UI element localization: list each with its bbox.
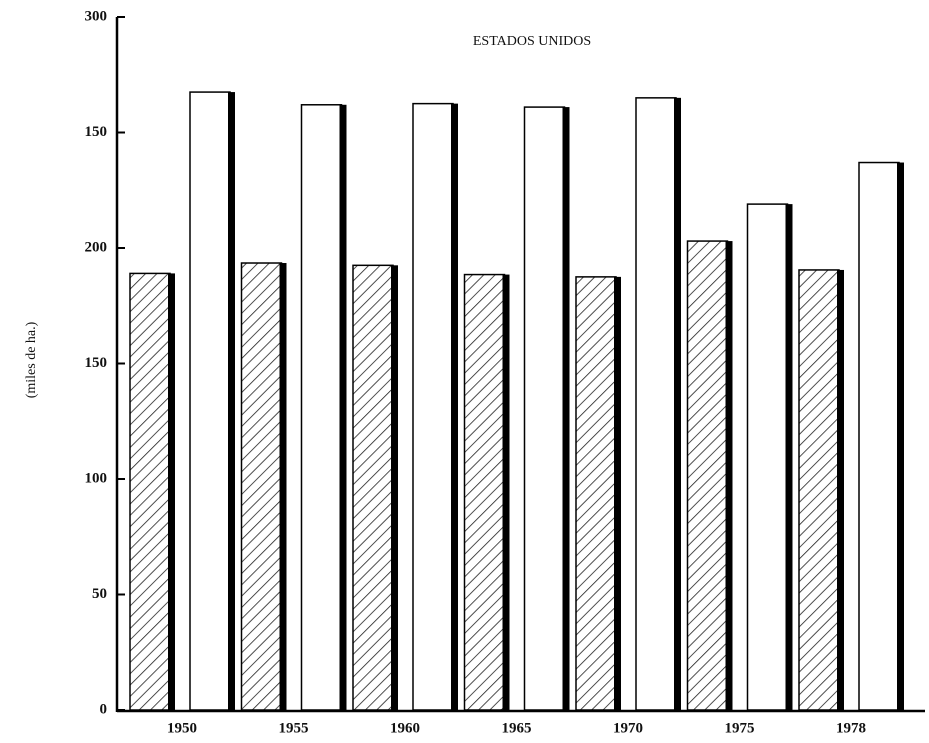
y-tick-label: 300 xyxy=(85,8,108,24)
x-tick-label: 1955 xyxy=(279,720,309,736)
bar xyxy=(412,102,454,711)
bar-shadow xyxy=(279,263,287,710)
bar-shadow xyxy=(339,104,347,710)
y-tick-label: 150 xyxy=(85,355,108,371)
bar-shadow xyxy=(674,97,681,711)
bar xyxy=(798,269,840,711)
bar xyxy=(300,104,343,711)
bar-shadow xyxy=(897,162,904,710)
bar xyxy=(858,161,900,711)
y-tick-label: 50 xyxy=(92,586,107,602)
bar xyxy=(129,272,171,711)
bar xyxy=(746,203,789,711)
bar-shadow xyxy=(562,107,570,711)
bar-shadow xyxy=(451,103,458,710)
x-tick-label: 1978 xyxy=(836,720,866,736)
bar-shadow xyxy=(502,274,510,710)
x-tick-label: 1965 xyxy=(502,720,532,736)
bar xyxy=(189,91,231,711)
bar-shadow xyxy=(785,204,793,711)
x-tick-label: 1970 xyxy=(613,720,643,736)
bar-shadow xyxy=(391,265,398,710)
y-tick-label: 0 xyxy=(100,701,108,717)
y-tick-label: 100 xyxy=(85,470,108,486)
bar xyxy=(635,97,677,711)
y-axis-label: (miles de ha.) xyxy=(24,321,39,398)
bar xyxy=(523,106,566,711)
x-tick-label: 1950 xyxy=(167,720,197,736)
bar xyxy=(463,273,506,711)
bar-shadow xyxy=(168,273,175,710)
bar xyxy=(575,276,617,711)
bar xyxy=(352,264,394,711)
bar-shadow xyxy=(837,269,844,710)
x-tick-label: 1960 xyxy=(390,720,420,736)
y-tick-label: 200 xyxy=(85,239,108,255)
y-tick-label: 150 xyxy=(85,124,108,140)
x-tick-label: 1975 xyxy=(725,720,755,736)
bar-shadow xyxy=(614,276,621,710)
bar-shadow xyxy=(228,92,235,710)
bar xyxy=(686,240,729,711)
bar-shadow xyxy=(725,241,733,710)
chart-title: ESTADOS UNIDOS xyxy=(473,34,591,49)
bar xyxy=(240,262,283,711)
